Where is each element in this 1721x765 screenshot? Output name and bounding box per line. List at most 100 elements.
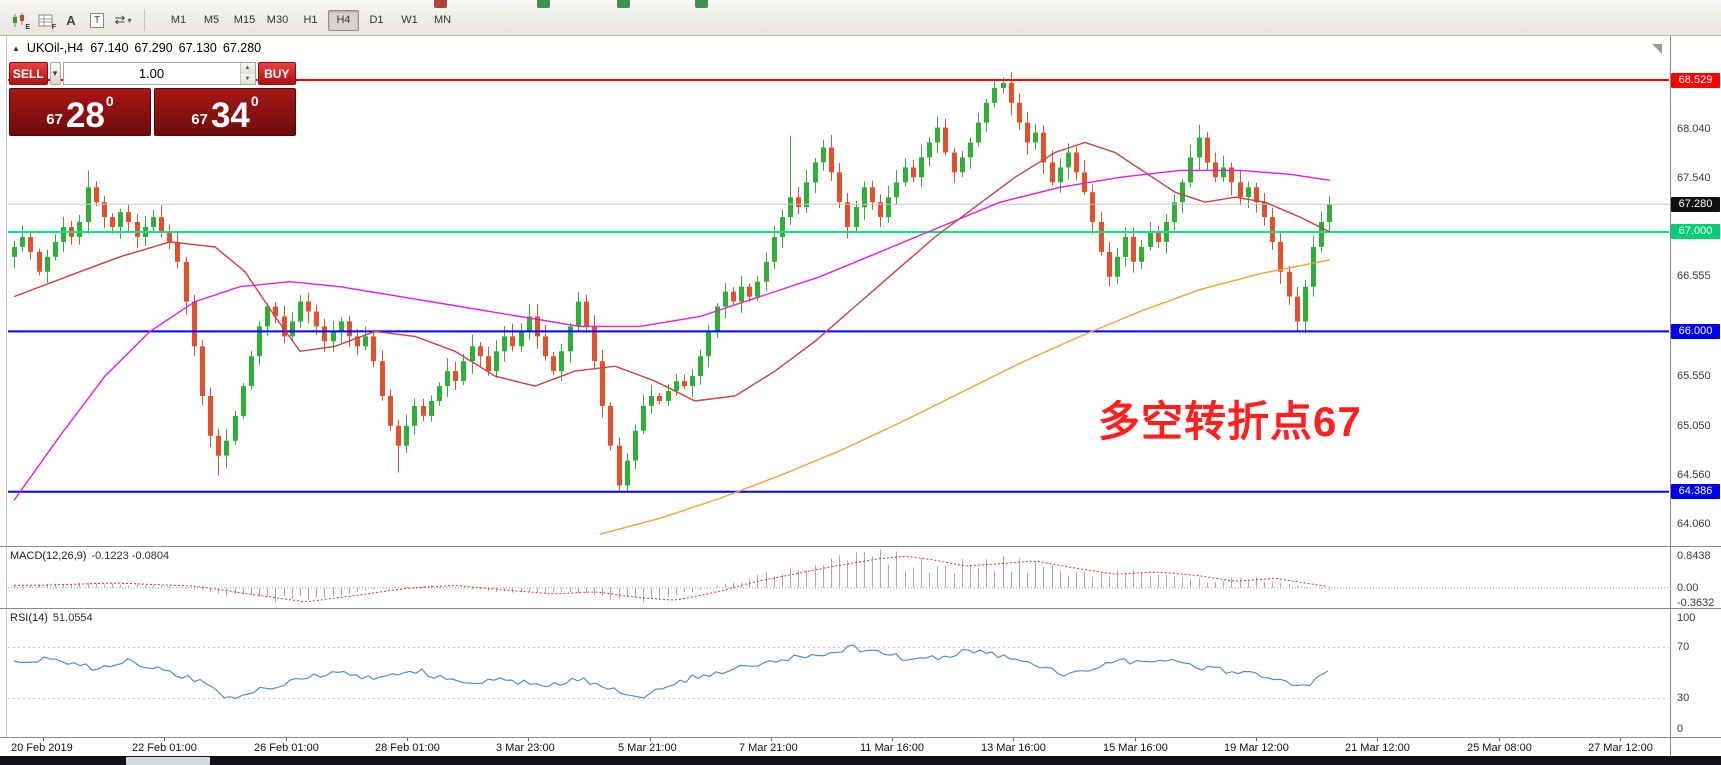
- rsi-value: 51.0554: [52, 612, 93, 624]
- price-scale[interactable]: 68.040 67.540 66.555 65.550 65.050 64.560 64.0…: [1670, 0, 1721, 765]
- price-tick-label: 68.040: [1677, 123, 1711, 135]
- time-axis-tick: [1256, 738, 1257, 741]
- price-marker-label: 67.280: [1671, 197, 1720, 212]
- time-axis-border: [0, 737, 1721, 738]
- time-axis-tick: [528, 738, 529, 741]
- volume-increase-button[interactable]: ▲: [240, 63, 255, 74]
- chart-shift-marker[interactable]: [1652, 44, 1662, 54]
- chart-header: ▲ UKOil-,H4 67.140 67.290 67.130 67.280: [12, 41, 267, 55]
- sell-button[interactable]: SELL: [9, 62, 48, 85]
- time-axis-label: 5 Mar 21:00: [618, 742, 677, 754]
- price-tick-label: 65.050: [1677, 420, 1711, 432]
- taskbar-item[interactable]: [126, 757, 210, 765]
- price-tick-label: 64.560: [1677, 469, 1711, 481]
- new-order-icon[interactable]: [434, 0, 447, 8]
- timeframe-button-h1[interactable]: H1: [295, 10, 326, 31]
- time-axis-label: 22 Feb 01:00: [132, 742, 197, 754]
- chart-left-border: [6, 36, 7, 757]
- candlestick-glyph: [13, 12, 24, 27]
- time-axis-tick: [1620, 738, 1621, 741]
- time-axis-tick: [407, 738, 408, 741]
- rsi-scale-label: 0: [1677, 723, 1684, 735]
- time-axis-label: 26 Feb 01:00: [254, 742, 319, 754]
- bottom-bar: [0, 756, 1721, 765]
- panel-splitter-rsi[interactable]: [0, 608, 1721, 609]
- macd-scale-label: 0.8438: [1677, 550, 1711, 562]
- horizontal-lines-layer: [8, 79, 1669, 493]
- time-axis-label: 13 Mar 16:00: [981, 742, 1046, 754]
- time-axis-tick: [1377, 738, 1378, 741]
- chart-window-icon-1[interactable]: [537, 0, 550, 8]
- time-axis-label: 15 Mar 16:00: [1103, 742, 1168, 754]
- time-axis-tick: [1499, 738, 1500, 741]
- time-axis-tick: [286, 738, 287, 741]
- price-tick-label: 67.540: [1677, 172, 1711, 184]
- timeframe-button-m15[interactable]: M15: [229, 10, 260, 31]
- sell-price-tile[interactable]: 67 28 0: [9, 88, 151, 136]
- chart-window-icon-3[interactable]: [695, 0, 708, 8]
- time-axis-tick: [1135, 738, 1136, 741]
- rsi-layer: [8, 644, 1669, 700]
- time-axis-tick: [771, 738, 772, 741]
- time-axis-tick: [164, 738, 165, 741]
- time-axis-label: 20 Feb 2019: [11, 742, 73, 754]
- time-axis-label: 3 Mar 23:00: [496, 742, 555, 754]
- grid-tool-icon[interactable]: F: [32, 8, 58, 32]
- dropdown-caret-icon: ▾: [127, 15, 132, 25]
- price-marker-label: 68.529: [1671, 73, 1720, 88]
- tool-sub-letter: E: [25, 24, 30, 31]
- volume-input[interactable]: [63, 63, 240, 84]
- timeframe-button-h4[interactable]: H4: [328, 9, 359, 31]
- open-value: 67.140: [90, 41, 129, 55]
- low-value: 67.130: [178, 41, 217, 55]
- window-collapse-icon[interactable]: ▲: [12, 43, 20, 53]
- macd-scale-label: 0.00: [1677, 582, 1699, 594]
- cursor-tool-icon[interactable]: ⇄ ▾: [114, 12, 132, 27]
- close-value: 67.280: [222, 41, 262, 55]
- macd-label: MACD(12,26,9) -0.1223 -0.0804: [10, 550, 170, 562]
- ma-slow-orange: [599, 259, 1331, 535]
- rsi-line: [13, 644, 1329, 700]
- volume-field[interactable]: ▲ ▼: [62, 62, 256, 85]
- rsi-scale-label: 70: [1677, 641, 1690, 653]
- top-toolbar: E F A T ⇄ ▾ M1 M5 M15 M30: [0, 0, 1721, 36]
- macd-values: -0.1223 -0.0804: [91, 550, 170, 562]
- timeframe-button-m30[interactable]: M30: [262, 10, 293, 31]
- buy-price-tile[interactable]: 67 34 0: [154, 88, 296, 136]
- timeframe-button-m5[interactable]: M5: [196, 10, 227, 31]
- price-scale-border: [1670, 36, 1671, 757]
- ma-fast-red: [13, 141, 1331, 402]
- time-axis-label: 7 Mar 21:00: [739, 742, 798, 754]
- candles-layer: [12, 71, 1332, 493]
- candlestick-chart-tool-icon[interactable]: E: [6, 8, 32, 32]
- macd-signal-line: [14, 555, 1327, 603]
- macd-scale-label: -0.3632: [1677, 597, 1715, 609]
- tool-sub-letter: F: [51, 24, 56, 31]
- panel-splitter-macd[interactable]: [0, 546, 1721, 547]
- rsi-label: RSI(14) 51.0554: [10, 612, 93, 624]
- chart-window-icon-2[interactable]: [617, 0, 630, 8]
- timeframe-button-group: M1 M5 M15 M30 H1 H4 D1 W1 MN: [163, 9, 460, 31]
- buy-button[interactable]: BUY: [257, 62, 296, 85]
- text-box-icon[interactable]: T: [84, 8, 110, 32]
- time-axis-label: 27 Mar 12:00: [1588, 742, 1653, 754]
- time-axis-label: 21 Mar 12:00: [1345, 742, 1410, 754]
- timeframe-button-d1[interactable]: D1: [361, 10, 392, 31]
- symbol-title: UKOil-,H4: [26, 41, 84, 55]
- text-annotation-icon[interactable]: A: [66, 12, 76, 28]
- ohlc-readout: 67.140 67.290 67.130 67.280: [90, 41, 267, 55]
- volume-decrease-button[interactable]: ▼: [240, 73, 255, 84]
- time-axis-tick: [43, 738, 44, 741]
- time-axis[interactable]: 20 Feb 2019 22 Feb 01:00 26 Feb 01:00 28 Fe…: [0, 738, 1670, 756]
- timeframe-button-m1[interactable]: M1: [163, 10, 194, 31]
- moving-averages-layer: [13, 141, 1331, 535]
- timeframe-button-mn[interactable]: MN: [427, 10, 458, 31]
- price-marker-label: 66.000: [1671, 324, 1720, 339]
- chart-annotation-text[interactable]: 多空转折点67: [1098, 398, 1362, 445]
- volume-dropdown-button[interactable]: ▼: [49, 62, 61, 85]
- time-axis-label: 25 Mar 08:00: [1467, 742, 1532, 754]
- timeframe-button-w1[interactable]: W1: [394, 10, 425, 31]
